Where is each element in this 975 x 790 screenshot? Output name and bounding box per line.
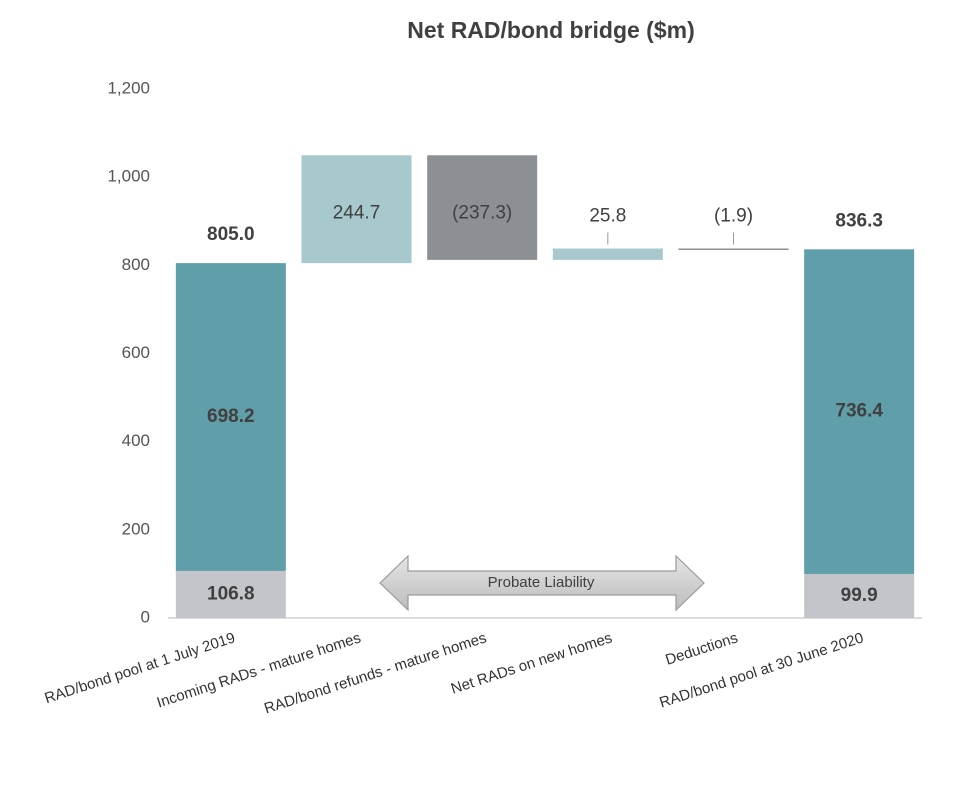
y-tick-label: 800	[122, 255, 150, 274]
step-bar	[552, 248, 663, 260]
x-tick-label: RAD/bond refunds - mature homes	[262, 629, 488, 717]
segment-label: 736.4	[835, 401, 883, 422]
chart-title: Net RAD/bond bridge ($m)	[407, 17, 695, 43]
total-label: 836.3	[835, 210, 883, 231]
x-tick-label: Incoming RADs - mature homes	[155, 629, 363, 711]
step-bar	[301, 155, 412, 264]
step-bar	[678, 248, 789, 250]
bar-segment	[175, 570, 286, 618]
y-tick-label: 200	[122, 519, 150, 538]
segment-label: 99.9	[841, 585, 878, 606]
step-label: 244.7	[333, 202, 381, 223]
probate-arrow	[379, 554, 705, 612]
y-tick-label: 400	[122, 431, 150, 450]
total-label: 805.0	[207, 224, 255, 245]
x-tick-label: Deductions	[663, 629, 740, 668]
bar-segment	[804, 249, 915, 574]
x-tick-label: RAD/bond pool at 30 June 2020	[657, 629, 865, 711]
y-tick-label: 0	[141, 607, 150, 626]
y-tick-label: 1,200	[107, 78, 150, 97]
bar-segment	[804, 573, 915, 618]
step-label: (1.9)	[714, 206, 753, 227]
annotation: Probate Liability	[488, 574, 595, 591]
bar-segment	[175, 263, 286, 571]
segment-label: 698.2	[207, 406, 255, 427]
step-bar	[427, 155, 538, 260]
step-label: 25.8	[589, 206, 626, 227]
y-tick-label: 600	[122, 343, 150, 362]
segment-label: 106.8	[207, 583, 255, 604]
y-tick-label: 1,000	[107, 167, 150, 186]
step-label: (237.3)	[452, 202, 512, 223]
